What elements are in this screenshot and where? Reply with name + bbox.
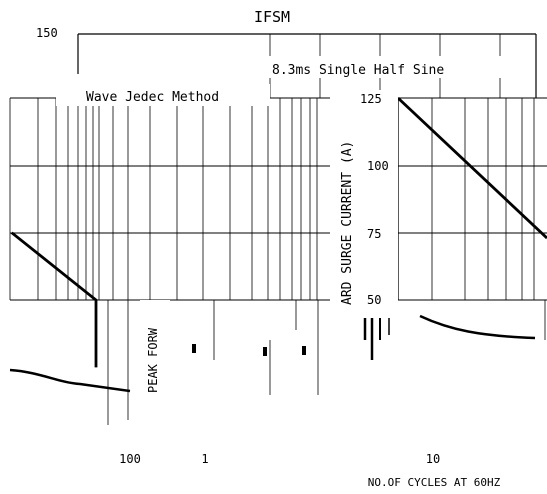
x-tick-label: 100 (119, 452, 141, 466)
curves (10, 96, 547, 368)
y-tick-label: 50 (367, 293, 381, 307)
annotation-line-1: 8.3ms Single Half Sine (272, 63, 444, 78)
series-line (10, 231, 98, 368)
chart-title: IFSM (254, 8, 290, 26)
x-tick-label: 1 (201, 452, 208, 466)
y-tick-label: 75 (367, 227, 381, 241)
y-tick-label: 125 (360, 92, 382, 106)
left-grid (9, 98, 318, 300)
annotation-line-2: Wave Jedec Method (86, 90, 219, 105)
horizontal-grid (10, 97, 547, 301)
marks (192, 344, 306, 356)
x-axis-label: NO.OF CYCLES AT 60HZ (368, 476, 501, 489)
right-grid (397, 98, 535, 300)
x-tick-label: 10 (426, 452, 440, 466)
lower-ticks (107, 300, 546, 425)
y-tick-label: 150 (36, 26, 58, 40)
y-axis-label-left: PEAK FORW (146, 327, 160, 393)
y-tick-label: 100 (367, 159, 389, 173)
y-axis-label-right: ARD SURGE CURRENT (A) (340, 141, 355, 305)
lower-left-curve (9, 368, 131, 393)
lower-right-curve (419, 314, 536, 340)
series-line (397, 96, 547, 240)
